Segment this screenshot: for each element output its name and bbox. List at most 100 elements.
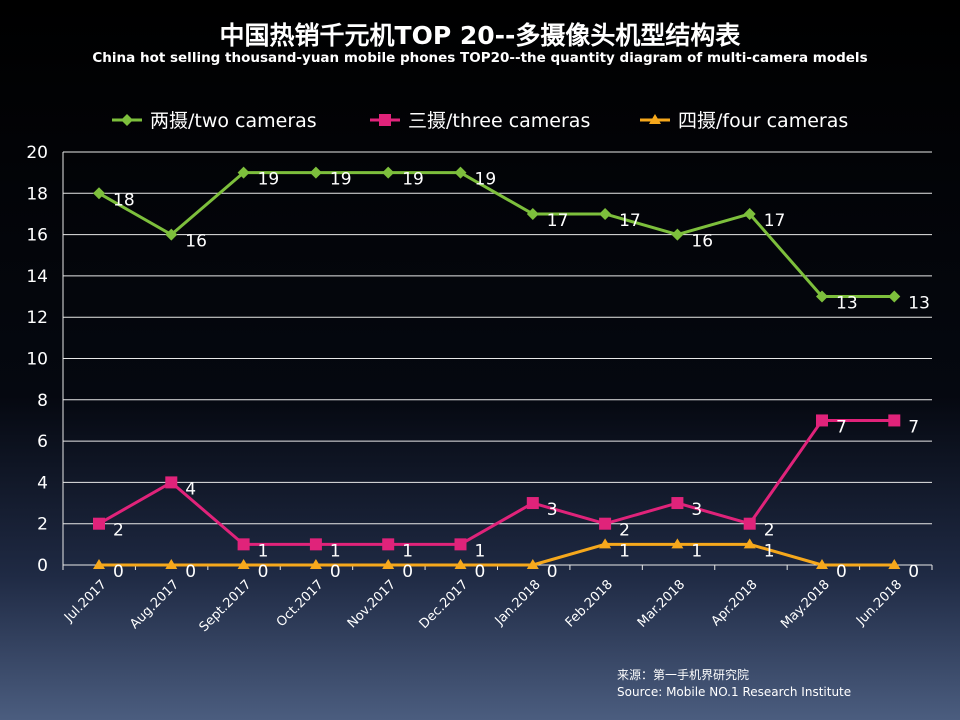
data-point-2: [237, 559, 250, 569]
data-point-1: [237, 538, 250, 551]
legend-marker: [121, 114, 133, 126]
data-label-0: 17: [619, 211, 641, 231]
data-point-1: [93, 517, 105, 530]
y-tick-label: 10: [26, 350, 48, 370]
data-label-0: 13: [836, 294, 858, 314]
data-label-0: 19: [258, 170, 280, 190]
data-label-1: 7: [908, 417, 919, 437]
x-tick-label: Oct.2017: [274, 577, 327, 630]
source-line-cn: 来源：第一手机界研究院: [617, 668, 750, 682]
x-tick-label: Mar.2018: [635, 577, 688, 630]
data-point-0: [382, 166, 395, 179]
data-label-2: 0: [258, 562, 269, 582]
legend-marker: [649, 114, 661, 124]
data-label-1: 1: [402, 541, 413, 561]
series-line-2: [99, 542, 895, 567]
data-point-2: [165, 559, 178, 569]
data-label-0: 17: [547, 211, 569, 231]
data-label-1: 4: [185, 479, 196, 499]
data-label-2: 1: [619, 541, 630, 561]
x-tick-label: Nov.2017: [345, 577, 399, 631]
data-point-1: [671, 497, 684, 510]
data-label-0: 18: [113, 190, 135, 210]
data-label-0: 17: [764, 211, 786, 231]
data-label-1: 2: [113, 521, 124, 541]
data-label-0: 19: [330, 170, 352, 190]
legend-label: 两摄/two cameras: [150, 110, 317, 132]
chart-title: 中国热销千元机TOP 20--多摄像头机型结构表: [219, 21, 741, 50]
x-tick-label: Sept.2017: [197, 577, 255, 635]
y-tick-label: 0: [37, 556, 48, 576]
data-point-1: [526, 497, 539, 510]
y-tick-label: 20: [26, 143, 48, 163]
y-tick-label: 8: [37, 391, 48, 411]
y-tick-label: 4: [37, 473, 48, 493]
data-point-1: [165, 476, 178, 489]
y-tick-label: 18: [26, 184, 48, 204]
y-tick-label: 16: [26, 226, 48, 246]
data-label-1: 1: [475, 541, 486, 561]
data-point-2: [888, 559, 901, 569]
data-label-0: 19: [475, 170, 497, 190]
data-point-0: [816, 290, 828, 303]
data-label-1: 2: [619, 521, 630, 541]
x-tick-label: Dec.2017: [417, 577, 472, 632]
data-point-2: [382, 559, 395, 569]
data-label-1: 3: [691, 500, 702, 520]
data-point-2: [93, 559, 105, 569]
y-tick-label: 14: [26, 267, 48, 287]
data-point-0: [309, 166, 322, 179]
source-note: 来源：第一手机界研究院 Source: Mobile NO.1 Research…: [617, 667, 851, 701]
x-tick-label: Jan.2018: [492, 577, 544, 629]
data-point-0: [237, 166, 250, 179]
data-point-0: [526, 207, 539, 220]
data-point-1: [816, 414, 828, 427]
data-label-2: 0: [908, 562, 919, 582]
data-point-0: [743, 207, 756, 220]
data-label-2: 0: [185, 562, 196, 582]
data-point-1: [599, 517, 612, 530]
series-line-1: [98, 418, 895, 546]
data-label-0: 16: [185, 232, 207, 252]
source-line-en: Source: Mobile NO.1 Research Institute: [617, 685, 852, 699]
data-label-2: 0: [113, 562, 124, 582]
data-point-2: [526, 559, 539, 569]
data-label-2: 0: [402, 562, 413, 582]
data-label-2: 0: [475, 562, 486, 582]
data-label-1: 1: [258, 541, 269, 561]
data-point-1: [382, 538, 395, 551]
y-tick-label: 6: [37, 432, 48, 452]
data-point-0: [93, 187, 105, 200]
data-point-1: [888, 414, 901, 427]
legend-label: 三摄/three cameras: [408, 110, 590, 132]
data-point-2: [454, 559, 467, 569]
data-point-0: [454, 166, 467, 179]
data-point-2: [599, 538, 612, 549]
x-tick-label: Aug.2017: [127, 577, 182, 632]
legend-label: 四摄/four cameras: [678, 110, 848, 132]
x-tick-label: Jun.2018: [853, 577, 905, 629]
data-point-0: [888, 290, 901, 303]
data-point-0: [671, 228, 684, 241]
data-point-2: [816, 559, 828, 569]
data-point-0: [165, 228, 178, 241]
data-label-2: 0: [547, 562, 558, 582]
data-label-1: 7: [836, 417, 847, 437]
data-label-1: 1: [330, 541, 341, 561]
x-tick-label: Apr.2018: [709, 577, 761, 629]
x-tick-label: Feb.2018: [563, 577, 616, 630]
chart-subtitle: China hot selling thousand-yuan mobile p…: [92, 50, 868, 66]
data-label-0: 16: [691, 232, 713, 252]
legend-marker: [379, 114, 391, 126]
data-point-0: [599, 207, 612, 220]
data-point-2: [309, 559, 322, 569]
data-label-1: 3: [547, 500, 558, 520]
data-point-2: [743, 538, 756, 549]
data-label-0: 13: [908, 294, 930, 314]
data-label-2: 0: [330, 562, 341, 582]
data-label-2: 1: [691, 541, 702, 561]
data-point-1: [743, 517, 756, 530]
data-label-1: 2: [764, 521, 775, 541]
data-label-0: 19: [402, 170, 424, 190]
